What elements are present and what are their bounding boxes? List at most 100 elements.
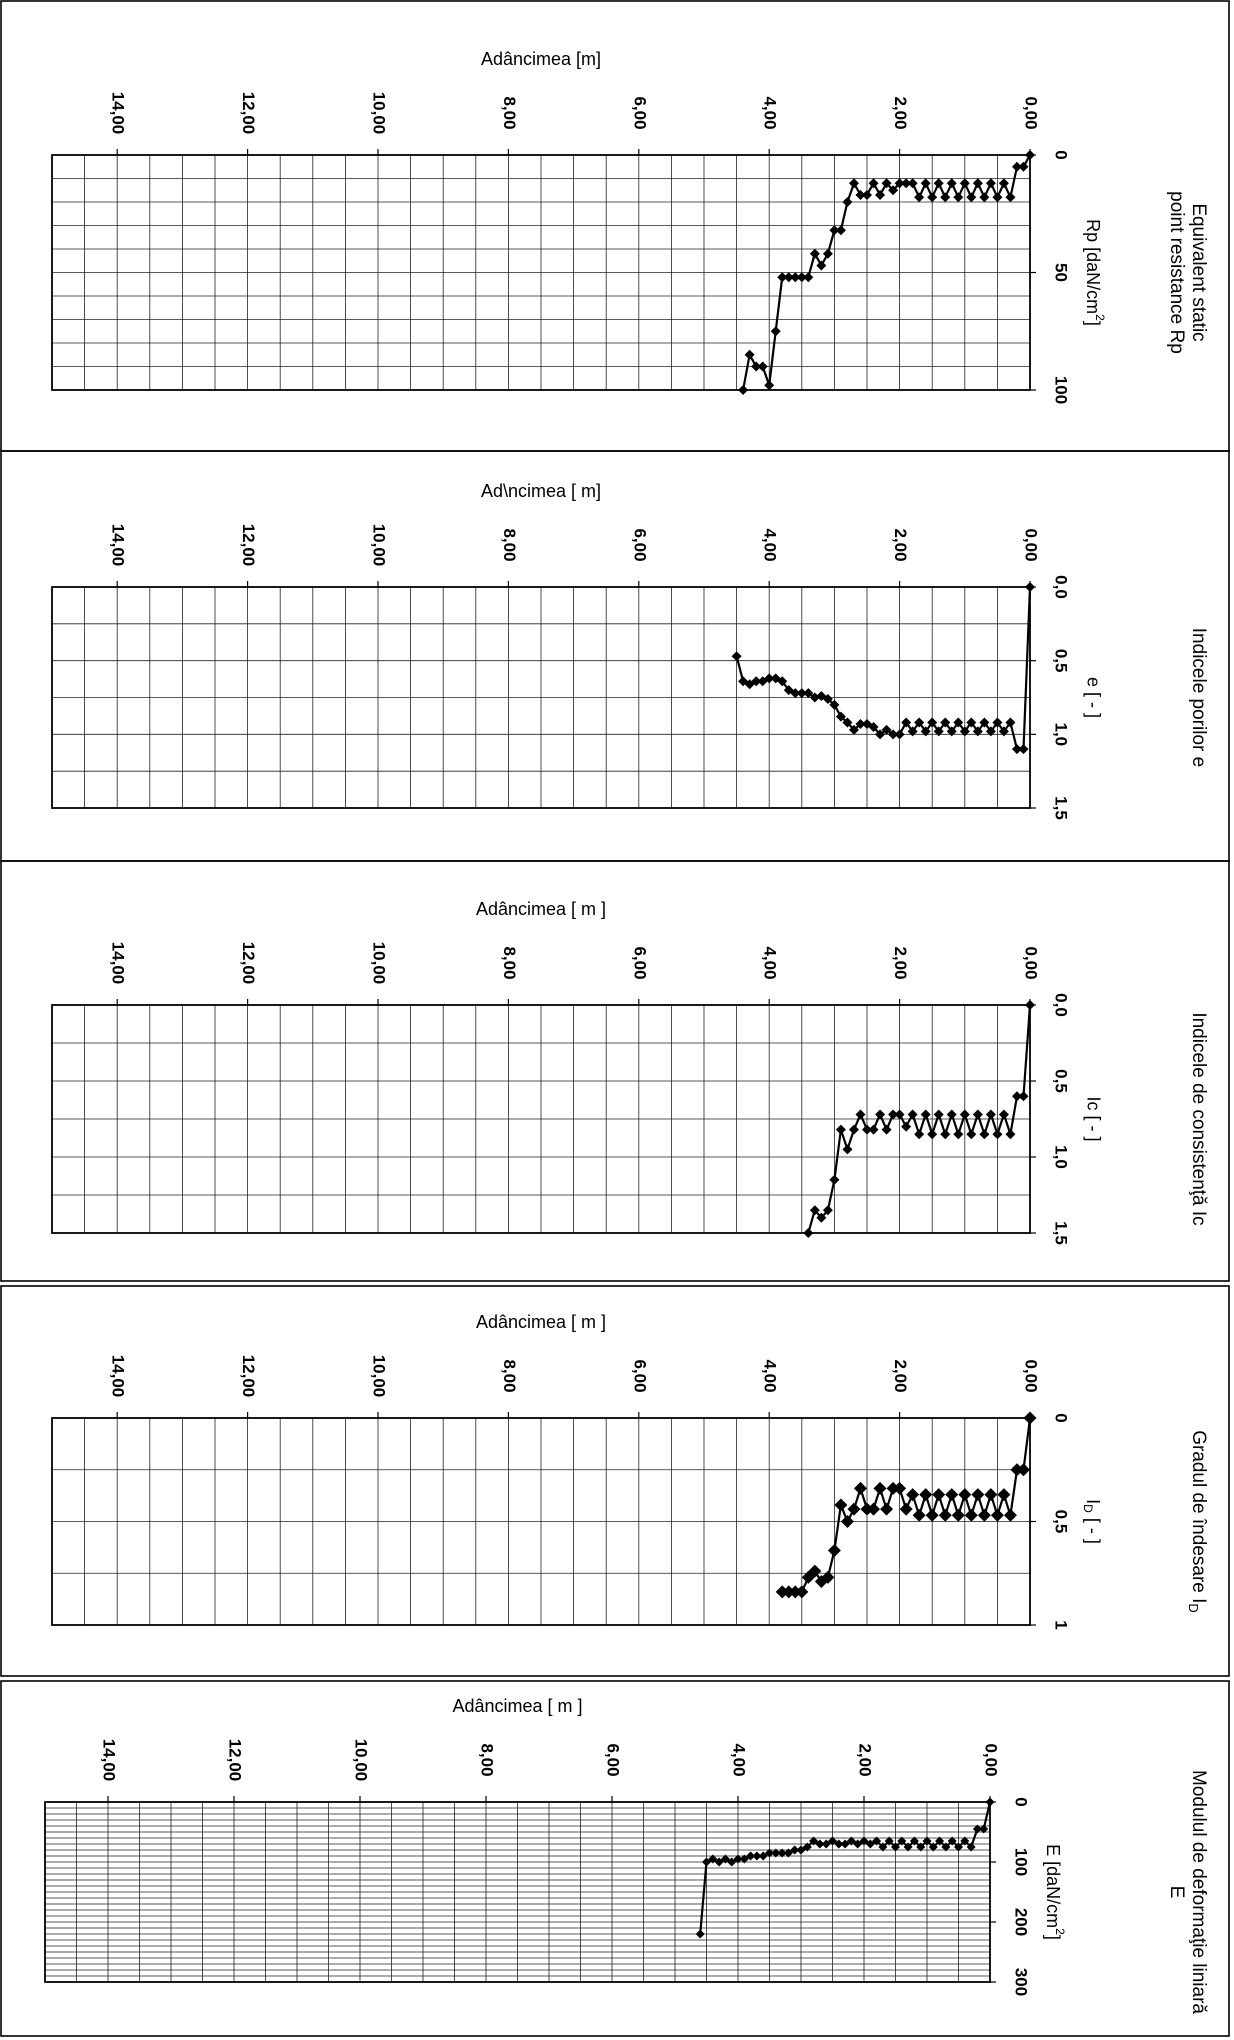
data-point-marker <box>1025 582 1035 592</box>
data-point-marker <box>920 1109 931 1120</box>
y-tick-label: 0,5 <box>1052 649 1071 673</box>
data-point-marker <box>914 717 925 728</box>
chart-panel-4: 0,00 2,00 4,00 6,00 8,00 10,00 12,00 14,00 0 0,5 1… <box>0 1285 1230 1677</box>
data-point-marker <box>992 717 1003 728</box>
data-point-marker <box>875 1109 886 1120</box>
data-point-marker <box>835 1124 846 1135</box>
panel-frame <box>0 450 1230 862</box>
data-point-marker <box>914 192 925 203</box>
data-point-marker <box>764 380 775 391</box>
data-point-marker <box>1003 1508 1017 1522</box>
data-point-marker <box>953 1129 964 1140</box>
data-point-marker <box>953 717 964 728</box>
data-point-marker <box>775 1585 789 1599</box>
data-point-marker <box>979 1129 990 1140</box>
x-axis-title: Adâncimea [m] <box>481 49 601 69</box>
panel-title: Gradul de îndesare ID <box>1186 1430 1209 1613</box>
x-tick-label: 10,00 <box>352 1739 371 1782</box>
data-point-marker <box>739 1854 749 1864</box>
data-point-marker <box>765 1848 774 1858</box>
data-point-marker <box>998 1109 1009 1120</box>
data-point-marker <box>865 1839 875 1849</box>
data-point-marker <box>979 192 990 203</box>
y-tick-label: 100 <box>1012 1848 1031 1876</box>
data-point-marker <box>1011 1091 1022 1102</box>
y-tick-label: 1 <box>1052 1620 1071 1629</box>
data-point-marker <box>695 1929 705 1939</box>
data-point-marker <box>909 1836 919 1846</box>
data-point-marker <box>782 1585 796 1599</box>
data-point-marker <box>992 1129 1003 1140</box>
data-point-marker <box>941 1842 951 1852</box>
y-axis-title: ID [ - ] <box>1081 1499 1103 1544</box>
data-point-marker <box>846 1836 856 1846</box>
data-point-marker <box>992 192 1003 203</box>
data-point-marker <box>816 691 827 702</box>
data-point-marker <box>872 1836 882 1846</box>
y-tick-label: 1,0 <box>1052 723 1071 747</box>
data-point-marker <box>803 1228 814 1238</box>
data-point-marker <box>959 726 970 737</box>
data-point-marker <box>927 717 938 728</box>
data-point-marker <box>809 1836 819 1846</box>
data-point-marker <box>927 192 938 203</box>
y-tick-label: 0 <box>1052 1413 1071 1422</box>
y-tick-label: 1,5 <box>1052 1221 1071 1245</box>
data-point-marker <box>815 1839 825 1849</box>
x-tick-label: 14,00 <box>109 524 128 567</box>
data-point-marker <box>985 726 996 737</box>
x-tick-label: 12,00 <box>239 1355 258 1398</box>
x-tick-label: 8,00 <box>500 528 519 561</box>
data-point-marker <box>1011 161 1022 172</box>
y-tick-label: 300 <box>1012 1968 1031 1996</box>
panel-frame <box>0 1285 1230 1677</box>
data-point-marker <box>935 1836 945 1846</box>
data-point-marker <box>1005 717 1016 728</box>
data-point-marker <box>878 1842 888 1852</box>
data-point-marker <box>1005 192 1016 203</box>
data-point-marker <box>714 1857 724 1867</box>
data-point-marker <box>827 1543 841 1557</box>
x-axis-title: Adâncimea [ m ] <box>476 1312 606 1332</box>
data-point-marker <box>803 688 814 699</box>
data-point-marker <box>985 178 996 189</box>
data-point-marker <box>816 1212 827 1223</box>
data-point-marker <box>853 1839 863 1849</box>
data-point-marker <box>790 272 801 283</box>
data-point-marker <box>834 1839 844 1849</box>
data-point-marker <box>783 272 794 283</box>
data-point-marker <box>873 1481 887 1495</box>
panel-title: Indicele de consistenţă Ic <box>1188 1012 1209 1225</box>
y-tick-label: 50 <box>1052 263 1071 282</box>
data-point-marker <box>862 189 872 200</box>
x-tick-label: 10,00 <box>370 524 389 567</box>
data-point-marker <box>708 1854 718 1864</box>
data-point-marker <box>894 178 905 189</box>
data-point-marker <box>972 1109 983 1120</box>
x-tick-label: 4,00 <box>761 96 780 129</box>
data-point-marker <box>940 192 951 203</box>
data-point-marker <box>795 1585 809 1599</box>
chart-panel-2: 0,00 2,00 4,00 6,00 8,00 10,00 12,00 14,00 0,0 0,… <box>0 450 1230 862</box>
data-point-marker <box>771 1848 781 1858</box>
data-point-marker <box>958 1488 972 1502</box>
x-tick-label: 14,00 <box>109 1355 128 1398</box>
y-tick-label: 0,5 <box>1052 1069 1071 1093</box>
x-tick-label: 6,00 <box>630 946 649 979</box>
grid <box>44 1801 991 1983</box>
y-tick-label: 0 <box>1012 1797 1031 1806</box>
data-point-marker <box>848 178 859 189</box>
data-point-marker <box>770 673 781 684</box>
data-point-marker <box>783 685 794 696</box>
y-tick-label: 0,0 <box>1052 993 1071 1017</box>
data-point-marker <box>796 688 807 699</box>
data-point-marker <box>886 1481 900 1495</box>
data-point-marker <box>814 1575 828 1589</box>
panel-frame <box>0 0 1230 452</box>
data-point-marker <box>829 699 840 710</box>
grid <box>51 1417 1031 1626</box>
y-axis-title: e [ - ] <box>1083 677 1103 718</box>
data-point-marker <box>1018 1091 1029 1102</box>
data-point-marker <box>880 1502 894 1516</box>
data-point-marker <box>746 1851 756 1861</box>
